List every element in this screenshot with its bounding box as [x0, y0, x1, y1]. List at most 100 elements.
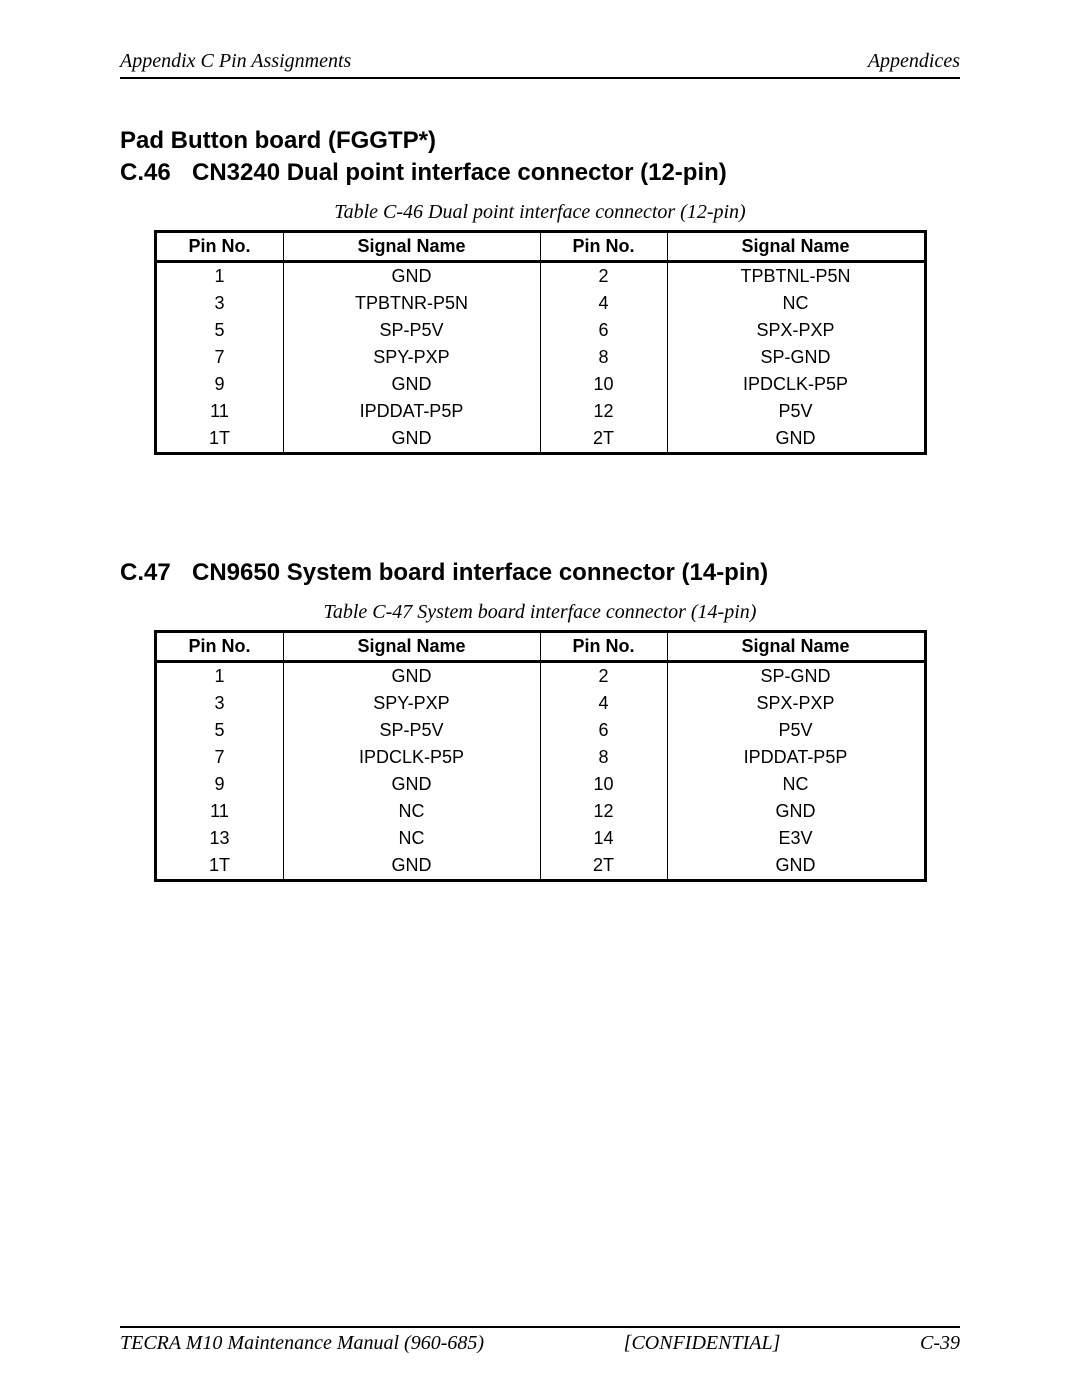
table-cell: 8 — [540, 344, 667, 371]
table-cell: IPDCLK-P5P — [283, 744, 540, 771]
page-footer: TECRA M10 Maintenance Manual (960-685) [… — [120, 1326, 960, 1355]
col-header: Pin No. — [540, 232, 667, 262]
table-cell: 2T — [540, 852, 667, 881]
col-header: Signal Name — [667, 232, 925, 262]
table-row: 1GND2SP-GND — [155, 662, 925, 691]
footer-left: TECRA M10 Maintenance Manual (960-685) — [120, 1332, 484, 1355]
table-cell: SP-GND — [667, 344, 925, 371]
table-cell: P5V — [667, 398, 925, 425]
table-cell: GND — [283, 771, 540, 798]
table-caption-c47: Table C-47 System board interface connec… — [120, 601, 960, 624]
table-cell: 7 — [155, 344, 283, 371]
table-cell: 2T — [540, 425, 667, 454]
table-row: 9GND10NC — [155, 771, 925, 798]
col-header: Pin No. — [155, 232, 283, 262]
table-cell: 11 — [155, 798, 283, 825]
section-heading-c46: C.46 CN3240 Dual point interface connect… — [120, 159, 960, 187]
section-number: C.46 — [120, 159, 192, 187]
table-cell: 10 — [540, 771, 667, 798]
table-row: 13NC14E3V — [155, 825, 925, 852]
table-cell: 1T — [155, 852, 283, 881]
table-cell: IPDDAT-P5P — [667, 744, 925, 771]
table-cell: SPY-PXP — [283, 690, 540, 717]
table-cell: GND — [283, 371, 540, 398]
table-cell: 1 — [155, 262, 283, 291]
col-header: Pin No. — [155, 632, 283, 662]
table-cell: SPX-PXP — [667, 690, 925, 717]
section-title-text: CN9650 System board interface connector … — [192, 559, 768, 587]
page: Appendix C Pin Assignments Appendices Pa… — [0, 0, 1080, 1397]
table-cell: 14 — [540, 825, 667, 852]
table-row: 7SPY-PXP8SP-GND — [155, 344, 925, 371]
table-row: 3SPY-PXP4SPX-PXP — [155, 690, 925, 717]
section-heading-c47: C.47 CN9650 System board interface conne… — [120, 559, 960, 587]
table-cell: GND — [667, 425, 925, 454]
page-header: Appendix C Pin Assignments Appendices — [120, 50, 960, 79]
table-cell: 10 — [540, 371, 667, 398]
table-row: 1GND2TPBTNL-P5N — [155, 262, 925, 291]
table-cell: GND — [283, 425, 540, 454]
table-cell: 5 — [155, 717, 283, 744]
table-cell: 11 — [155, 398, 283, 425]
table-cell: 6 — [540, 717, 667, 744]
table-row: 5SP-P5V6P5V — [155, 717, 925, 744]
table-cell: SPX-PXP — [667, 317, 925, 344]
table-c47: Pin No. Signal Name Pin No. Signal Name … — [154, 630, 927, 882]
table-cell: 12 — [540, 398, 667, 425]
table-cell: 3 — [155, 690, 283, 717]
table-cell: IPDCLK-P5P — [667, 371, 925, 398]
table-header-row: Pin No. Signal Name Pin No. Signal Name — [155, 632, 925, 662]
table-cell: 2 — [540, 262, 667, 291]
table-cell: 7 — [155, 744, 283, 771]
table-cell: GND — [283, 262, 540, 291]
table-body: 1GND2SP-GND3SPY-PXP4SPX-PXP5SP-P5V6P5V7I… — [155, 662, 925, 881]
table-cell: 8 — [540, 744, 667, 771]
header-right: Appendices — [868, 50, 960, 73]
table-row: 1TGND2TGND — [155, 852, 925, 881]
table-row: 7IPDCLK-P5P8IPDDAT-P5P — [155, 744, 925, 771]
table-cell: SPY-PXP — [283, 344, 540, 371]
table-cell: 4 — [540, 290, 667, 317]
footer-right: C-39 — [920, 1332, 960, 1355]
col-header: Pin No. — [540, 632, 667, 662]
table-cell: NC — [283, 798, 540, 825]
table-row: 11NC12GND — [155, 798, 925, 825]
table-cell: TPBTNR-P5N — [283, 290, 540, 317]
table-cell: 4 — [540, 690, 667, 717]
table-cell: 3 — [155, 290, 283, 317]
table-cell: 9 — [155, 371, 283, 398]
col-header: Signal Name — [283, 232, 540, 262]
table-cell: 13 — [155, 825, 283, 852]
table-row: 1TGND2TGND — [155, 425, 925, 454]
table-row: 9GND10IPDCLK-P5P — [155, 371, 925, 398]
table-cell: 2 — [540, 662, 667, 691]
col-header: Signal Name — [667, 632, 925, 662]
footer-center: [CONFIDENTIAL] — [624, 1332, 781, 1355]
table-cell: TPBTNL-P5N — [667, 262, 925, 291]
table-cell: GND — [283, 852, 540, 881]
table-cell: NC — [667, 771, 925, 798]
table-cell: SP-P5V — [283, 717, 540, 744]
table-c46: Pin No. Signal Name Pin No. Signal Name … — [154, 230, 927, 455]
table-cell: 12 — [540, 798, 667, 825]
table-caption-c46: Table C-46 Dual point interface connecto… — [120, 201, 960, 224]
table-row: 11IPDDAT-P5P12P5V — [155, 398, 925, 425]
table-cell: P5V — [667, 717, 925, 744]
table-cell: 5 — [155, 317, 283, 344]
table-cell: E3V — [667, 825, 925, 852]
table-cell: GND — [667, 798, 925, 825]
table-cell: 1T — [155, 425, 283, 454]
table-row: 5SP-P5V6SPX-PXP — [155, 317, 925, 344]
table-header-row: Pin No. Signal Name Pin No. Signal Name — [155, 232, 925, 262]
table-cell: 1 — [155, 662, 283, 691]
section-number: C.47 — [120, 559, 192, 587]
table-cell: GND — [667, 852, 925, 881]
table-body: 1GND2TPBTNL-P5N3TPBTNR-P5N4NC5SP-P5V6SPX… — [155, 262, 925, 454]
section-title-text: CN3240 Dual point interface connector (1… — [192, 159, 727, 187]
table-cell: 9 — [155, 771, 283, 798]
table-cell: SP-GND — [667, 662, 925, 691]
table-cell: 6 — [540, 317, 667, 344]
table-cell: IPDDAT-P5P — [283, 398, 540, 425]
board-title: Pad Button board (FGGTP*) — [120, 127, 960, 155]
header-left: Appendix C Pin Assignments — [120, 50, 351, 73]
